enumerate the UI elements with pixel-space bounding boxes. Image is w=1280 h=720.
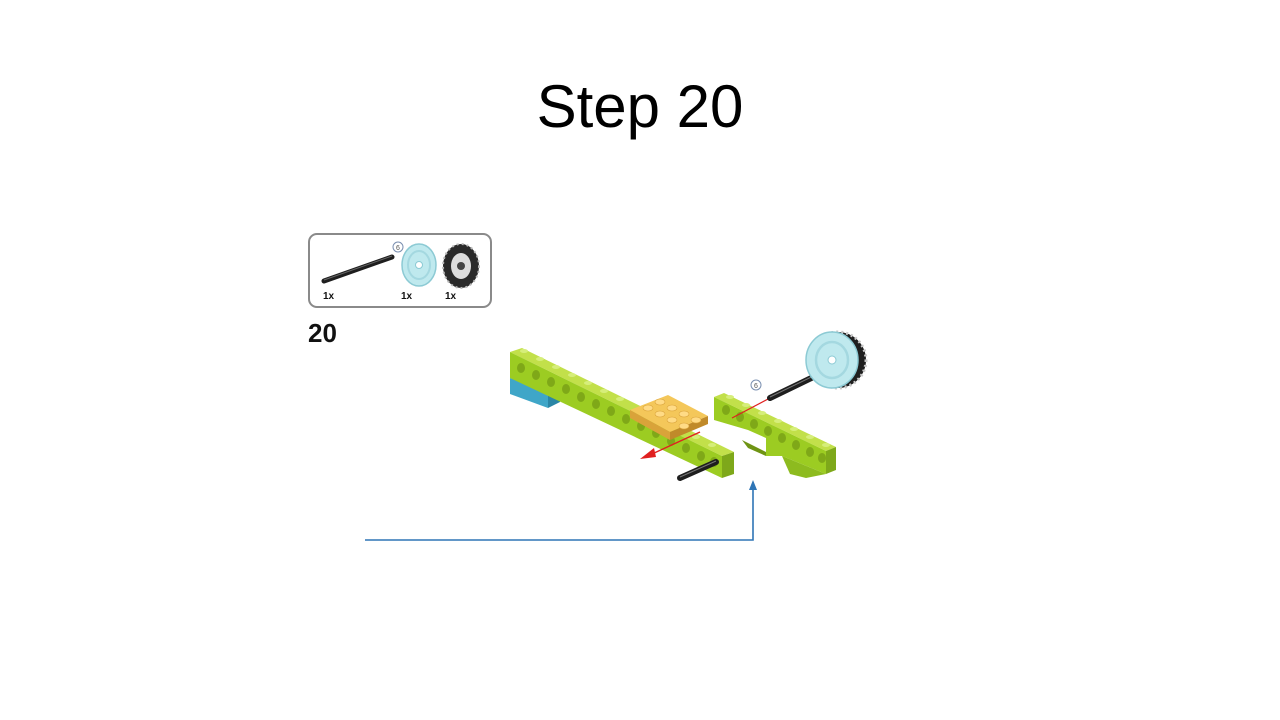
tire-part-icon <box>442 243 480 289</box>
slide-title: Step 20 <box>536 73 744 140</box>
tire-quantity: 1x <box>445 291 457 302</box>
insert-arrow-left <box>640 431 701 459</box>
wheel-hub-quantity: 1x <box>401 291 413 302</box>
parts-illustration: 6 <box>321 241 480 289</box>
left-axle <box>677 459 719 481</box>
axle-length-text: 6 <box>754 383 758 390</box>
insert-guide-line <box>731 397 771 419</box>
axle-part-icon: 6 <box>321 241 404 284</box>
wheel-assembly <box>805 330 868 390</box>
axle-length-callout <box>750 379 762 391</box>
connector-line <box>365 480 757 541</box>
wheel-hub-part-icon <box>401 243 437 287</box>
svg-text:6: 6 <box>396 245 400 252</box>
right-beam <box>714 393 836 478</box>
parts-list-box: 6 1x 1x 1x <box>308 233 492 308</box>
yellow-plate <box>630 395 708 440</box>
axle-quantity: 1x <box>323 291 335 302</box>
step-number: 20 <box>308 318 337 348</box>
